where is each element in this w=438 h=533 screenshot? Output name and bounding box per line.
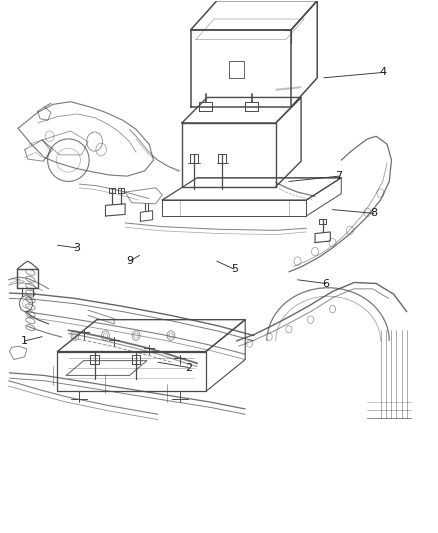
Text: 9: 9: [126, 256, 133, 266]
Circle shape: [329, 305, 336, 313]
Circle shape: [266, 333, 272, 341]
Circle shape: [167, 331, 175, 341]
Text: 4: 4: [379, 68, 386, 77]
Circle shape: [132, 331, 140, 341]
Circle shape: [71, 331, 79, 341]
Text: 3: 3: [74, 243, 81, 253]
Text: 5: 5: [231, 264, 238, 274]
Circle shape: [102, 331, 110, 341]
Text: 6: 6: [322, 279, 329, 288]
Text: 8: 8: [371, 208, 378, 219]
Text: 2: 2: [185, 362, 192, 373]
Circle shape: [286, 326, 292, 333]
Text: 7: 7: [336, 171, 343, 181]
Circle shape: [307, 316, 314, 324]
Text: 1: 1: [21, 336, 28, 346]
Circle shape: [247, 340, 253, 348]
